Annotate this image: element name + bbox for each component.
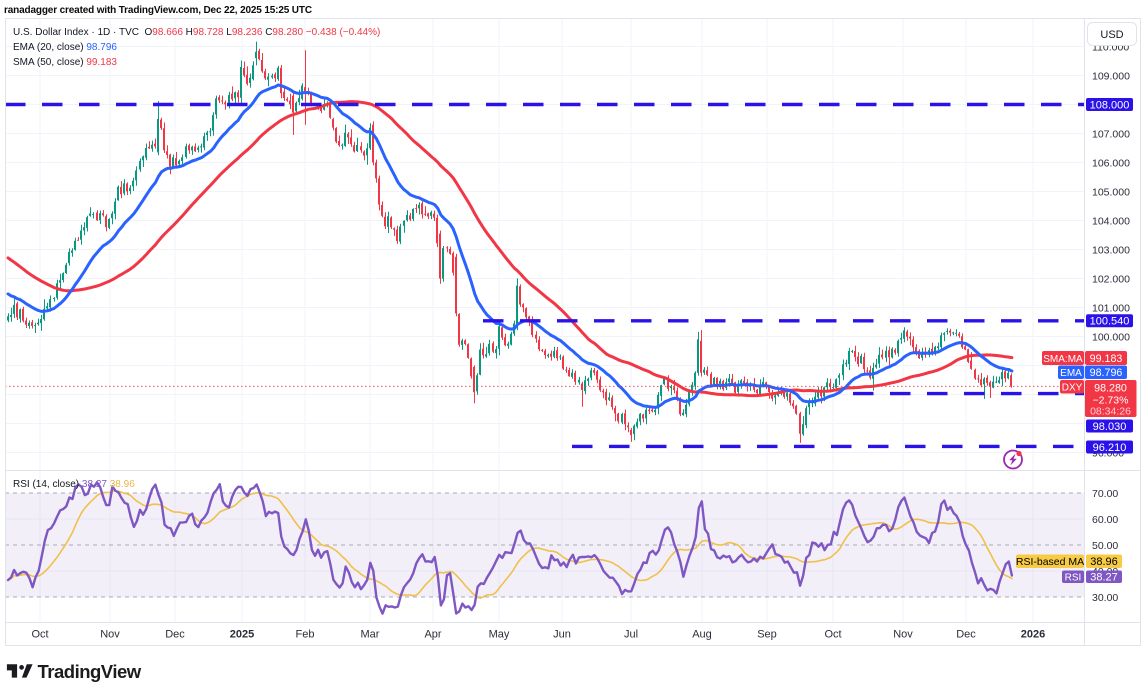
svg-text:98.030: 98.030 xyxy=(1093,421,1127,433)
svg-text:100.000: 100.000 xyxy=(1092,332,1130,344)
svg-text:101.000: 101.000 xyxy=(1092,303,1130,315)
svg-text:Oct: Oct xyxy=(31,629,48,641)
svg-text:Sep: Sep xyxy=(757,629,777,641)
svg-text:RSI: RSI xyxy=(1065,573,1082,584)
svg-text:105.000: 105.000 xyxy=(1092,187,1130,199)
svg-text:USD: USD xyxy=(1100,29,1123,41)
svg-text:Aug: Aug xyxy=(692,629,712,641)
svg-text:Nov: Nov xyxy=(893,629,913,641)
svg-text:RSI-based MA: RSI-based MA xyxy=(1016,556,1084,568)
svg-text:Nov: Nov xyxy=(100,629,120,641)
svg-text:Apr: Apr xyxy=(424,629,441,641)
svg-text:Dec: Dec xyxy=(165,629,185,641)
svg-text:99.183: 99.183 xyxy=(1090,353,1123,365)
svg-text:109.000: 109.000 xyxy=(1092,71,1130,83)
svg-text:60.00: 60.00 xyxy=(1092,514,1118,526)
svg-text:TradingView: TradingView xyxy=(38,661,142,682)
svg-text:Jun: Jun xyxy=(553,629,571,641)
svg-text:ranadagger created with Tradin: ranadagger created with TradingView.com,… xyxy=(4,5,312,16)
svg-text:2025: 2025 xyxy=(230,629,254,641)
svg-text:EMA: EMA xyxy=(1060,368,1082,379)
svg-text:70.00: 70.00 xyxy=(1092,488,1118,500)
svg-text:98.280: 98.280 xyxy=(1094,383,1127,395)
svg-text:May: May xyxy=(489,629,510,641)
svg-text:Mar: Mar xyxy=(361,629,380,641)
svg-text:DXY: DXY xyxy=(1062,383,1083,394)
svg-text:30.00: 30.00 xyxy=(1092,592,1118,604)
svg-text:Oct: Oct xyxy=(824,629,841,641)
svg-text:RSI (14, close) 38.27 38.96: RSI (14, close) 38.27 38.96 xyxy=(13,479,135,490)
svg-text:U.S. Dollar Index · 1D · TVC: U.S. Dollar Index · 1D · TVC O98.666 H98… xyxy=(13,27,380,38)
svg-text:102.000: 102.000 xyxy=(1092,274,1130,286)
svg-text:SMA (50, close) 99.183: SMA (50, close) 99.183 xyxy=(13,57,117,68)
svg-text:106.000: 106.000 xyxy=(1092,158,1130,170)
svg-text:98.796: 98.796 xyxy=(1090,367,1123,379)
svg-text:Jul: Jul xyxy=(624,629,638,641)
svg-text:96.210: 96.210 xyxy=(1093,442,1127,454)
svg-text:108.000: 108.000 xyxy=(1090,99,1130,111)
svg-text:107.000: 107.000 xyxy=(1092,129,1130,141)
svg-text:EMA (20, close) 98.796: EMA (20, close) 98.796 xyxy=(13,42,117,53)
svg-text:104.000: 104.000 xyxy=(1092,216,1130,228)
svg-text:38.27: 38.27 xyxy=(1090,572,1118,584)
svg-text:−2.73%: −2.73% xyxy=(1093,395,1129,407)
svg-text:50.00: 50.00 xyxy=(1092,540,1118,552)
svg-text:103.000: 103.000 xyxy=(1092,245,1130,257)
svg-text:Feb: Feb xyxy=(296,629,315,641)
svg-text:08:34:26: 08:34:26 xyxy=(1090,406,1131,418)
svg-text:100.540: 100.540 xyxy=(1090,316,1130,328)
svg-text:38.96: 38.96 xyxy=(1090,556,1118,568)
svg-text:2026: 2026 xyxy=(1021,629,1045,641)
svg-text:SMA:MA: SMA:MA xyxy=(1043,354,1083,365)
svg-text:Dec: Dec xyxy=(956,629,976,641)
